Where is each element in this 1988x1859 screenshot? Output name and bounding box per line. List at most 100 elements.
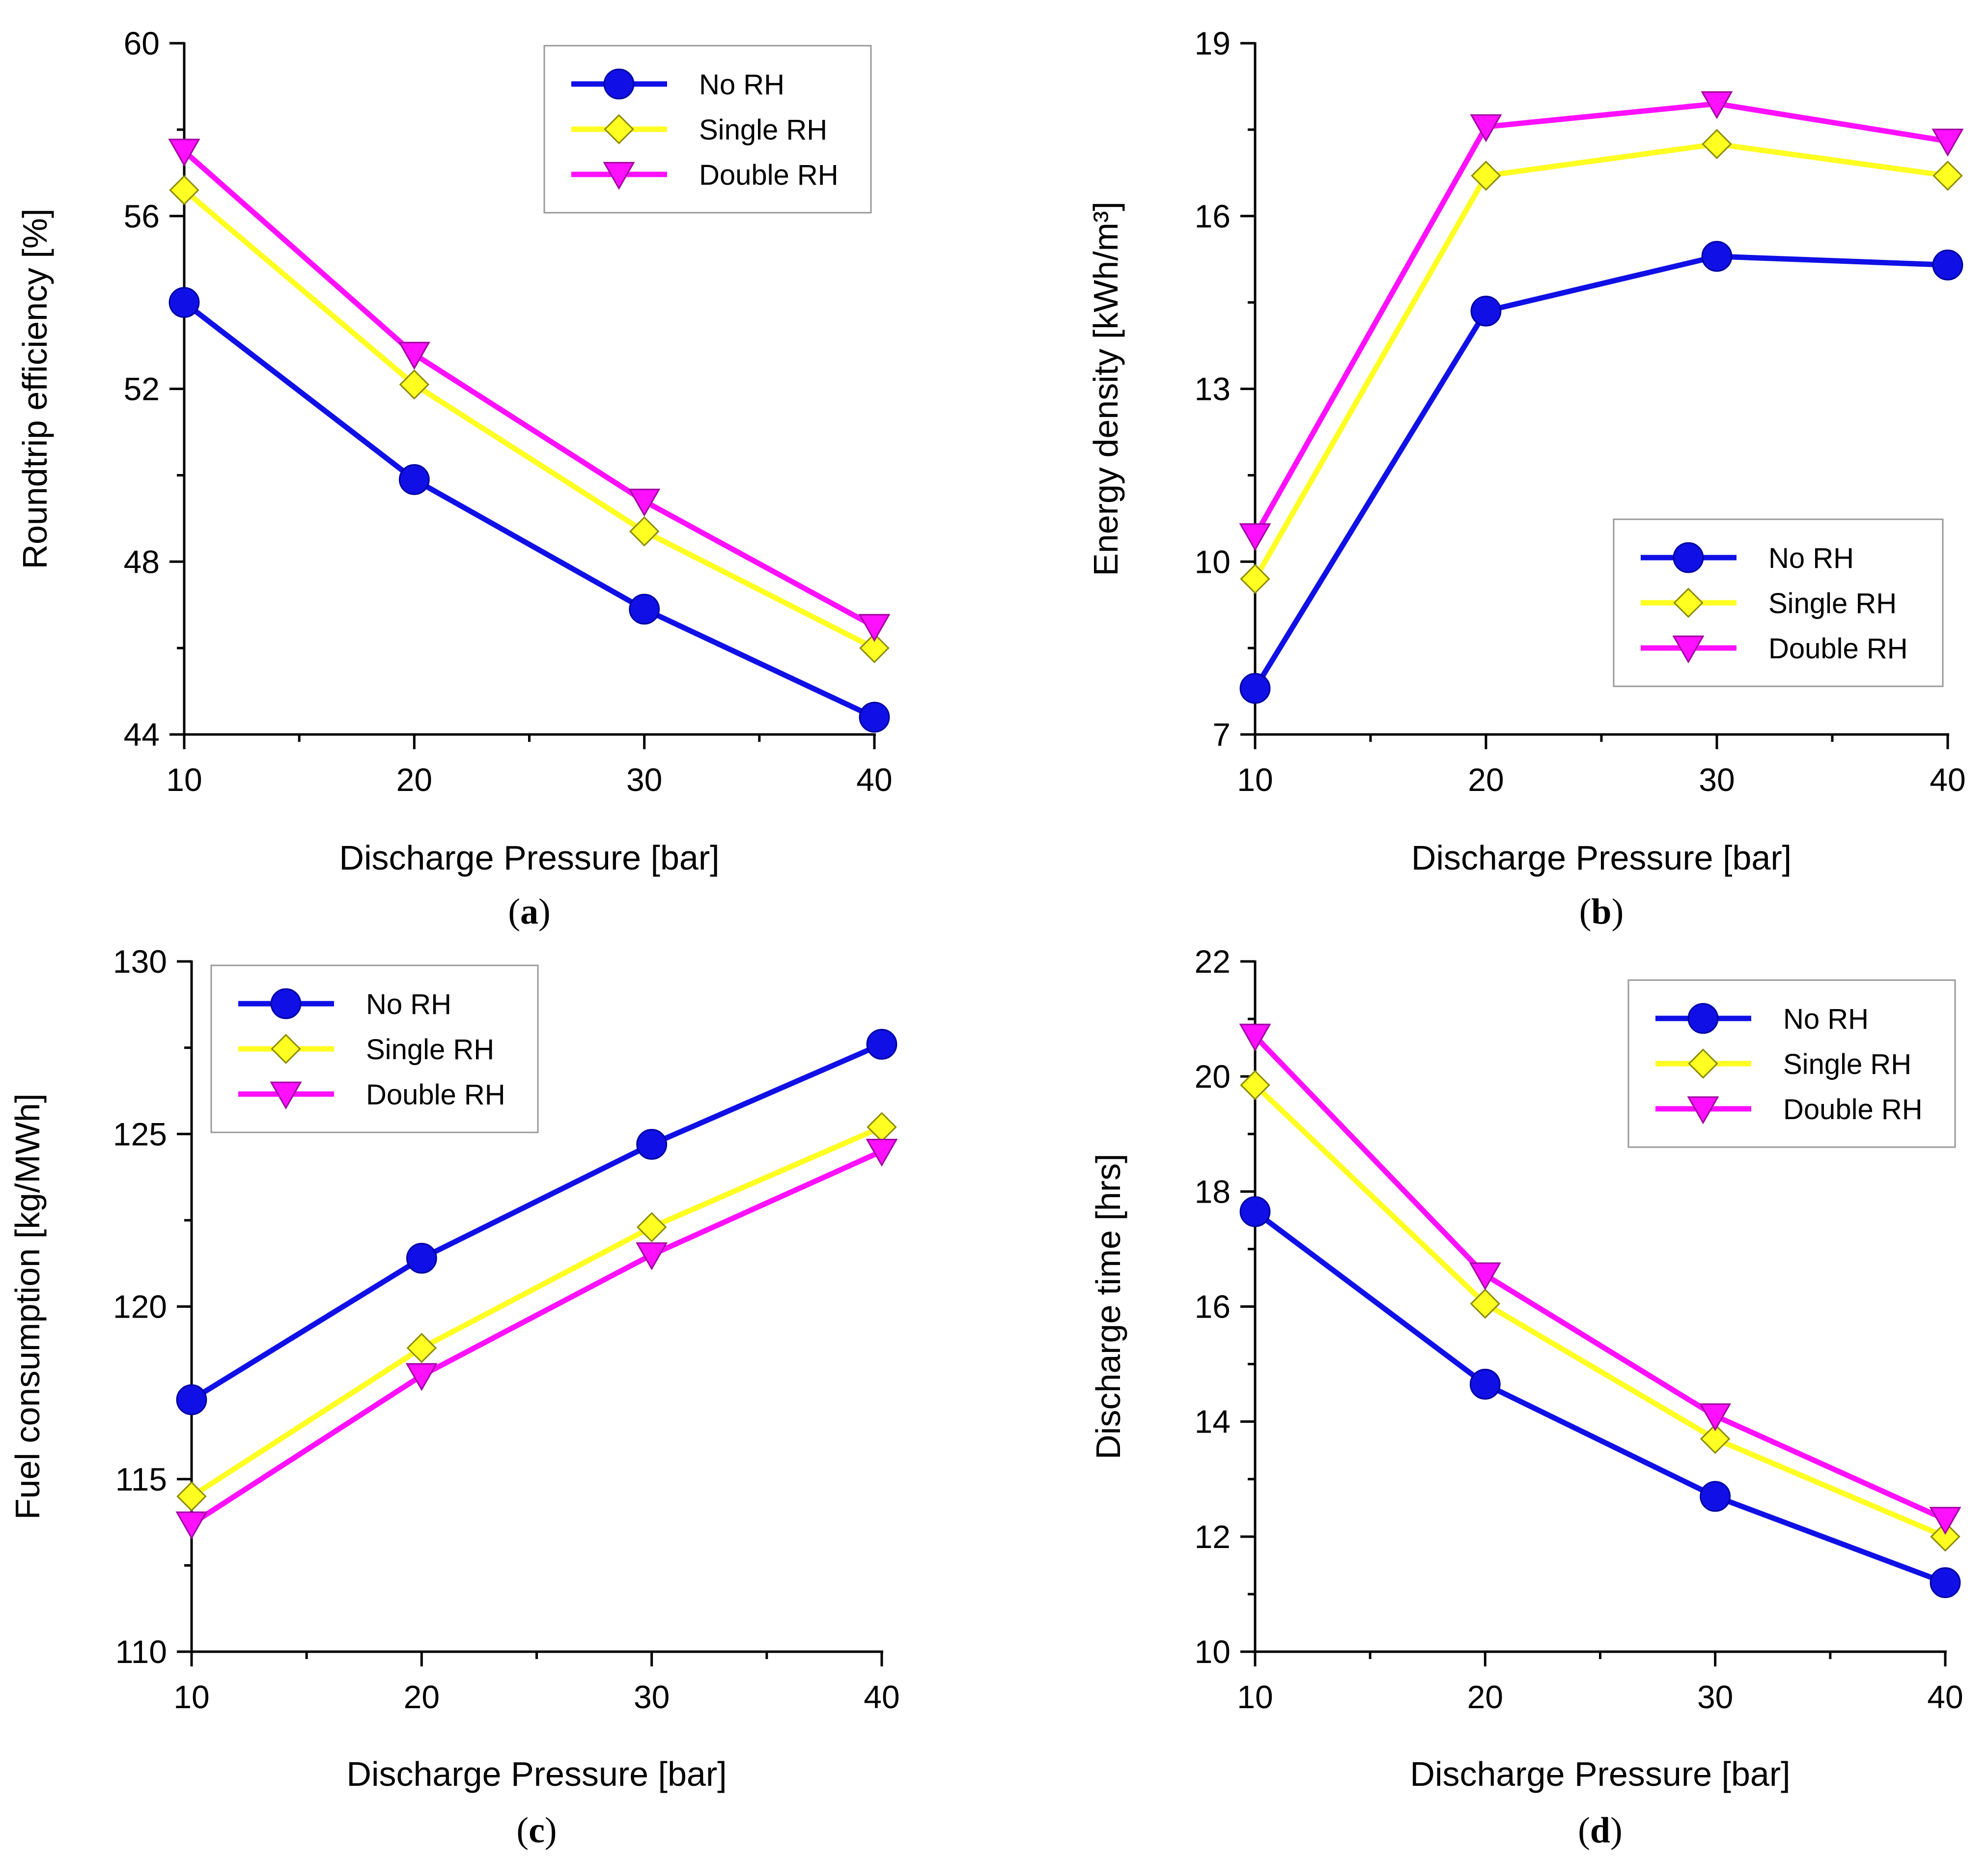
- x-tick-label: 20: [1468, 761, 1504, 798]
- x-tick-label: 40: [864, 1679, 899, 1715]
- legend: No RH Single RH Double RH: [210, 964, 539, 1133]
- y-tick-label: 14: [1195, 1404, 1231, 1440]
- panel-label-close: ): [545, 1810, 557, 1851]
- data-point-double-rh: [1239, 1023, 1271, 1052]
- data-point-double-rh: [628, 488, 661, 517]
- y-tick-label: 52: [124, 371, 160, 407]
- panel-label-open: (: [516, 1810, 529, 1851]
- panel-label-close: ): [538, 892, 551, 932]
- series-line-no-rh: [1253, 1209, 1946, 1585]
- data-point-double-rh: [1929, 1507, 1961, 1535]
- data-point-single-rh: [169, 175, 199, 205]
- data-point-single-rh: [867, 1112, 897, 1142]
- y-axis-title: Fuel consumption [kg/MWh]: [8, 1094, 47, 1520]
- y-tick-label: 16: [1195, 198, 1231, 234]
- panel-label-letter: c: [529, 1810, 545, 1851]
- panel-label: (b): [1579, 892, 1624, 932]
- panel-label-open: (: [508, 892, 520, 932]
- data-point-no-rh: [1469, 1369, 1501, 1400]
- panel-label: (a): [508, 892, 550, 932]
- data-point-single-rh: [1702, 129, 1732, 159]
- data-point-single-rh: [1932, 160, 1963, 191]
- y-axis-title: Discharge time [hrs]: [1089, 1154, 1127, 1459]
- series-line-no-rh: [182, 300, 876, 720]
- y-tick-label: 10: [1195, 1634, 1231, 1670]
- y-tick-label: 56: [124, 198, 160, 234]
- data-point-no-rh: [866, 1029, 897, 1060]
- y-tick-label: 44: [124, 716, 160, 753]
- panel-label-open: (: [1578, 1810, 1590, 1851]
- legend-marker-single-rh: [1673, 588, 1704, 618]
- y-tick-label: 125: [113, 1116, 167, 1152]
- data-point-single-rh: [399, 369, 430, 400]
- series-line-no-rh: [190, 1042, 883, 1402]
- y-axis-title: Roundtrip efficiency [%]: [16, 208, 54, 569]
- data-point-no-rh: [1701, 241, 1733, 272]
- panel-label-open: (: [1579, 892, 1592, 932]
- y-tick-label: 12: [1195, 1519, 1231, 1555]
- x-tick-label: 10: [166, 761, 202, 798]
- data-point-single-rh: [859, 633, 890, 663]
- chart-panel-c: 110 115 120 125 130 10 20 30 40 Discharge Pressur…: [8, 943, 900, 1851]
- data-point-single-rh: [1700, 1424, 1731, 1454]
- data-point-single-rh: [1240, 1070, 1270, 1100]
- legend-label-no-rh: No RH: [1768, 542, 1854, 574]
- data-point-no-rh: [168, 287, 200, 318]
- x-tick-label: 40: [1927, 1679, 1963, 1715]
- data-point-single-rh: [629, 516, 660, 547]
- legend: No RH Single RH Double RH: [1627, 979, 1956, 1148]
- data-point-no-rh: [1932, 250, 1963, 281]
- legend-label-no-rh: No RH: [699, 69, 784, 101]
- y-tick-label: 10: [1195, 543, 1231, 580]
- legend-marker-no-rh: [270, 988, 302, 1019]
- data-point-double-rh: [1701, 91, 1733, 119]
- y-tick-label: 20: [1195, 1058, 1231, 1095]
- series-line-single-rh: [182, 188, 876, 651]
- y-tick-label: 22: [1195, 943, 1231, 980]
- data-point-no-rh: [398, 464, 430, 495]
- data-point-double-rh: [1699, 1403, 1732, 1432]
- data-point-double-rh: [1239, 523, 1271, 551]
- data-point-no-rh: [629, 593, 660, 625]
- chart-panel-d: 10 12 14 16 18 20 22 10 20 30 40 Discharge Pressure…: [1089, 943, 1963, 1851]
- data-point-double-rh: [1469, 1262, 1501, 1291]
- data-point-double-rh: [636, 1242, 668, 1270]
- legend-marker-double-rh: [270, 1081, 302, 1110]
- legend-label-double-rh: Double RH: [366, 1079, 505, 1111]
- x-tick-label: 30: [626, 761, 662, 798]
- legend: No RH Single RH Double RH: [543, 45, 872, 214]
- series-line-double-rh: [1253, 1034, 1947, 1522]
- data-point-single-rh: [1930, 1521, 1960, 1552]
- data-point-double-rh: [168, 139, 200, 167]
- y-axis-title: Energy density [kWh/m³]: [1087, 201, 1125, 576]
- y-tick-label: 120: [113, 1289, 167, 1325]
- data-point-no-rh: [859, 702, 890, 733]
- data-point-no-rh: [1700, 1481, 1731, 1512]
- legend-label-single-rh: Single RH: [699, 114, 827, 146]
- legend-label-double-rh: Double RH: [1783, 1094, 1923, 1126]
- series-line-single-rh: [190, 1125, 883, 1499]
- panel-label-close: ): [1612, 892, 1624, 932]
- panel-label-letter: d: [1590, 1810, 1610, 1851]
- y-tick-label: 110: [115, 1634, 167, 1670]
- data-point-no-rh: [176, 1384, 207, 1415]
- series-line-single-rh: [1253, 1083, 1947, 1539]
- legend-marker-no-rh: [1673, 542, 1704, 573]
- x-axis-title: Discharge Pressure [bar]: [339, 839, 719, 877]
- data-point-double-rh: [175, 1511, 208, 1540]
- y-tick-label: 7: [1212, 716, 1231, 753]
- x-tick-label: 30: [1699, 761, 1735, 798]
- legend-marker-single-rh: [604, 114, 634, 144]
- data-point-no-rh: [406, 1242, 437, 1274]
- panel-label-letter: a: [520, 892, 538, 932]
- series-line-double-rh: [182, 149, 876, 629]
- y-tick-label: 16: [1195, 1289, 1231, 1325]
- legend-marker-no-rh: [603, 68, 635, 100]
- legend: No RH Single RH Double RH: [1613, 518, 1944, 687]
- legend-label-double-rh: Double RH: [1768, 633, 1908, 665]
- panel-label: (d): [1578, 1810, 1622, 1851]
- legend-label-no-rh: No RH: [1783, 1003, 1869, 1035]
- legend-marker-double-rh: [1672, 635, 1705, 664]
